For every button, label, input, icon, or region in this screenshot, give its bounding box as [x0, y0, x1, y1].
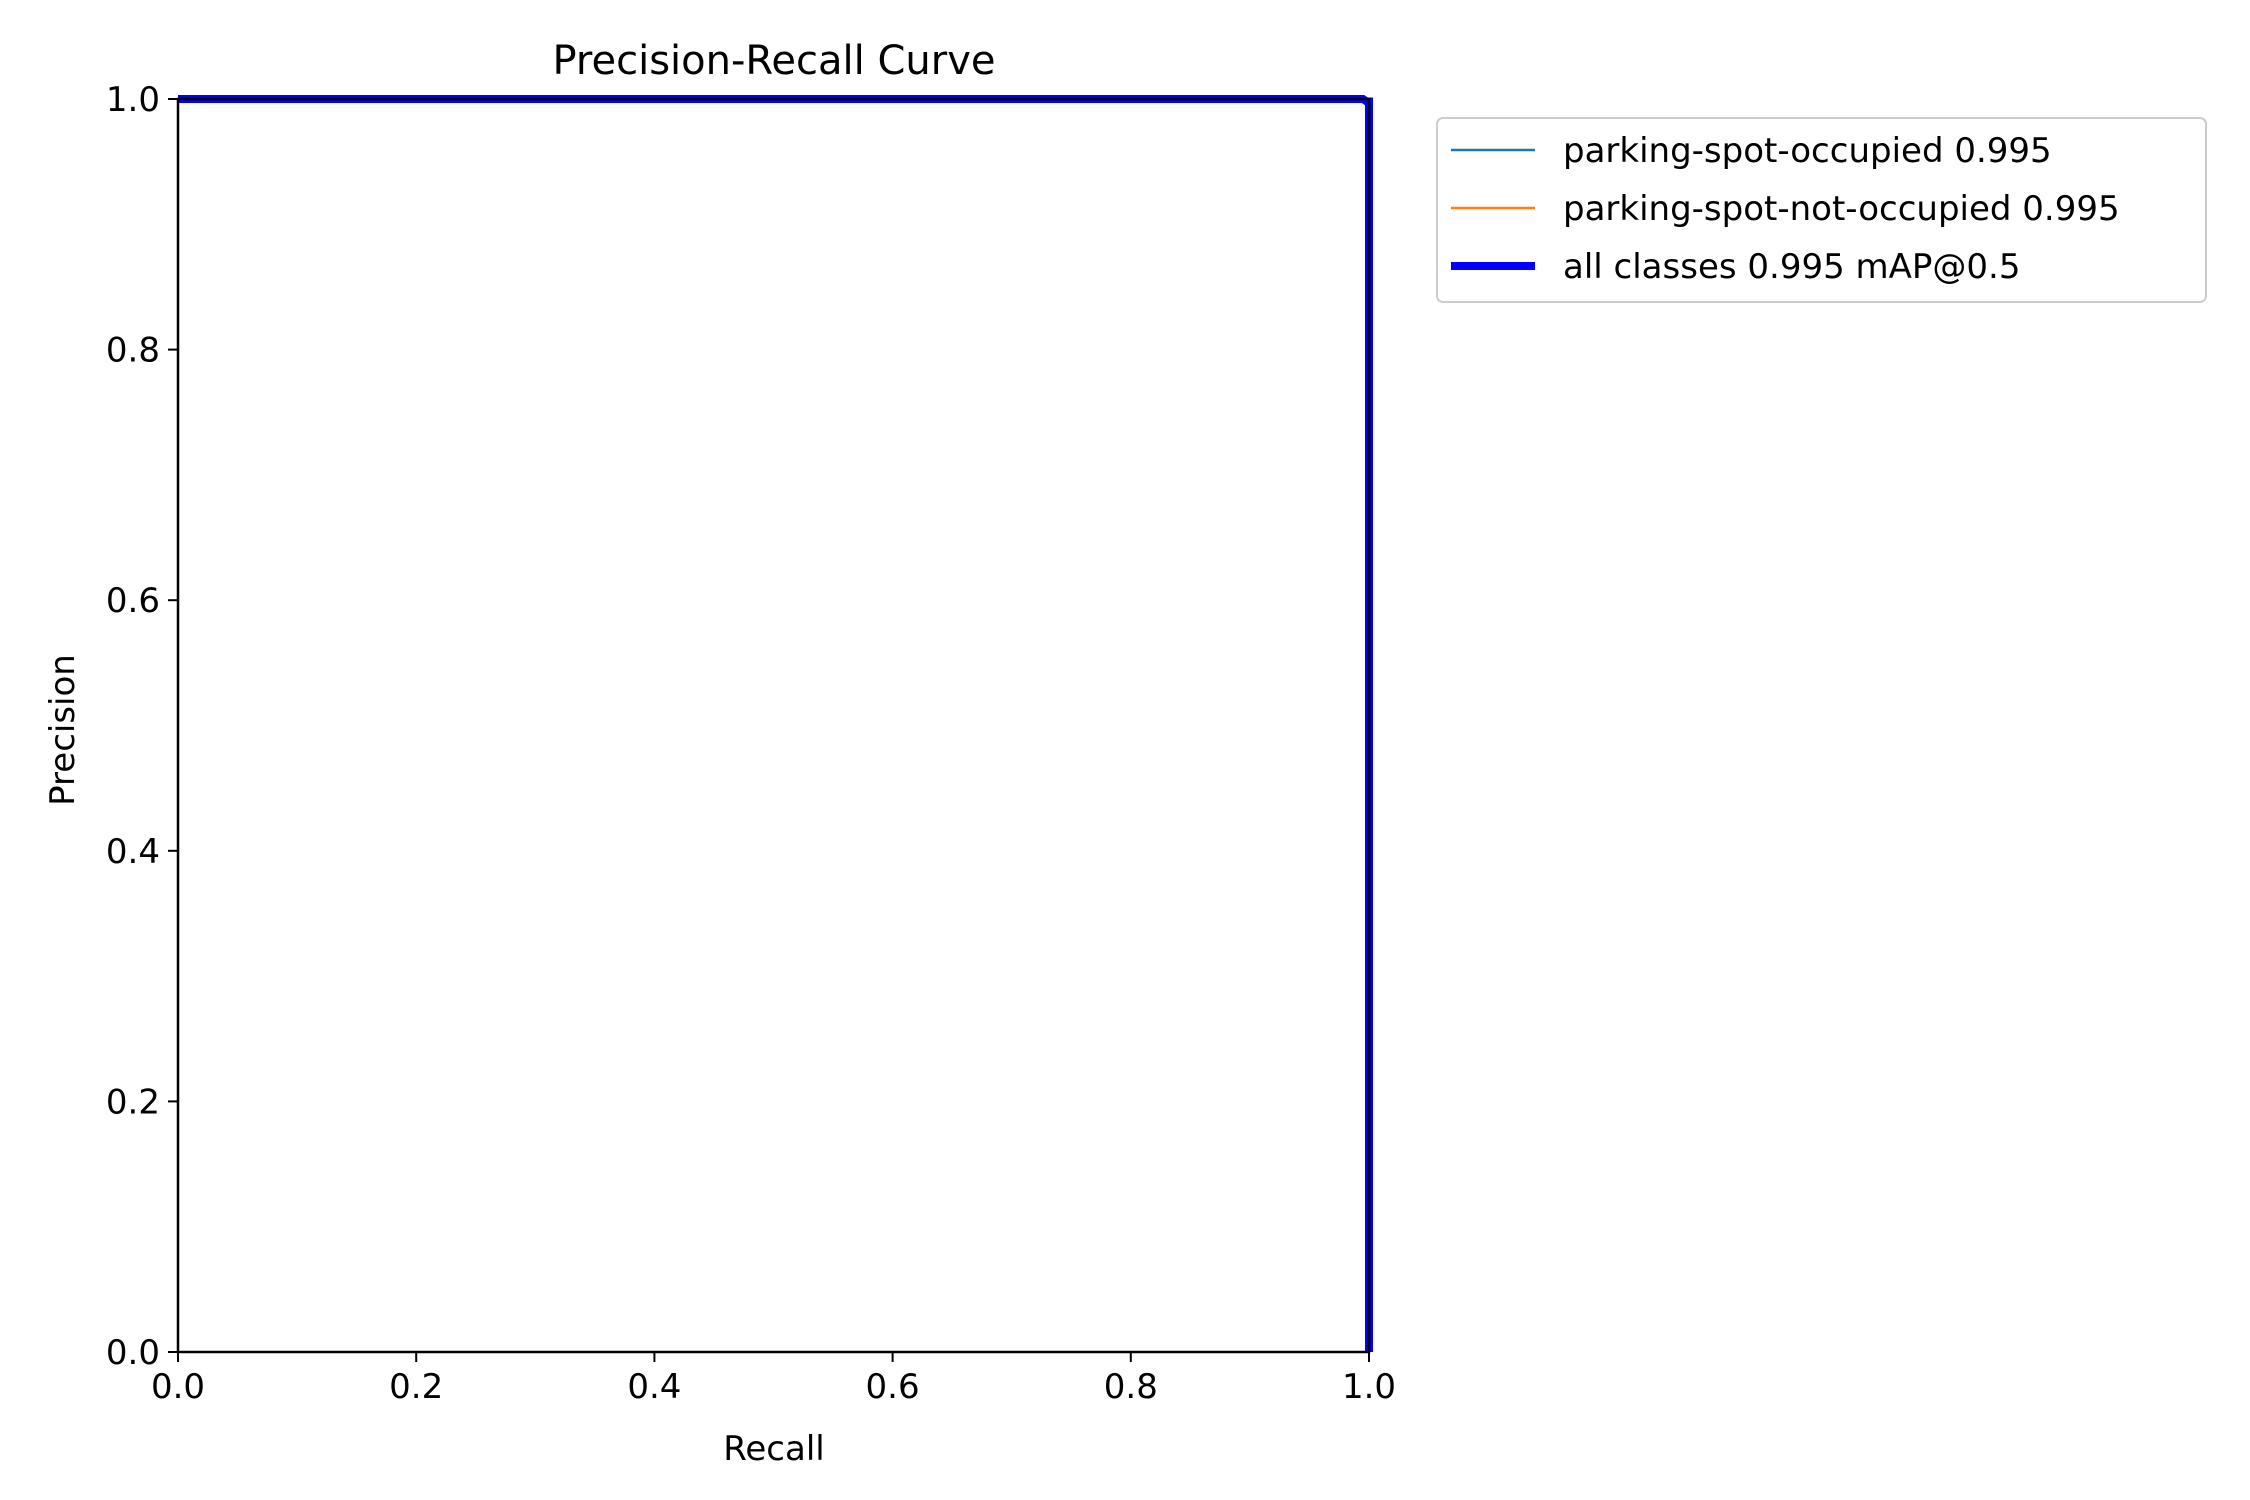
legend-label-3: all classes 0.995 mAP@0.5 — [1563, 247, 2020, 287]
y-axis-label: Precision — [43, 654, 83, 806]
x-tick-label: 0.2 — [389, 1367, 443, 1407]
plot-frame — [176, 97, 1371, 1354]
y-tick-label: 1.0 — [106, 80, 160, 120]
y-tick-label: 0.4 — [106, 832, 160, 872]
series-line-1 — [178, 97, 1371, 1352]
chart-title: Precision-Recall Curve — [553, 38, 996, 84]
x-tick-label: 0.0 — [151, 1367, 205, 1407]
x-axis-label: Recall — [723, 1429, 824, 1469]
y-tick-label: 0.2 — [106, 1082, 160, 1122]
series-line-3 — [178, 95, 1373, 1352]
y-tick-label: 0.0 — [106, 1333, 160, 1373]
legend-label-1: parking-spot-occupied 0.995 — [1563, 131, 2052, 171]
legend-box — [1436, 117, 2207, 303]
x-axis: 0.0 0.2 0.4 0.6 0.8 1.0 — [151, 1352, 1396, 1407]
y-tick-label: 0.8 — [106, 331, 160, 371]
plot-area — [176, 95, 1373, 1354]
y-axis: 0.0 0.2 0.4 0.6 0.8 1.0 — [106, 80, 178, 1373]
y-tick-label: 0.6 — [106, 581, 160, 621]
legend-label-2: parking-spot-not-occupied 0.995 — [1563, 189, 2120, 229]
x-tick-label: 0.8 — [1104, 1367, 1158, 1407]
series-line-2 — [178, 97, 1371, 1352]
legend: parking-spot-occupied 0.995 parking-spot-… — [1436, 117, 2207, 303]
x-tick-label: 0.6 — [866, 1367, 920, 1407]
x-tick-label: 0.4 — [627, 1367, 681, 1407]
x-tick-label: 1.0 — [1342, 1367, 1396, 1407]
